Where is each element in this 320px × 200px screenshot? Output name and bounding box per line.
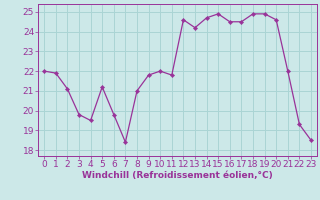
X-axis label: Windchill (Refroidissement éolien,°C): Windchill (Refroidissement éolien,°C)	[82, 171, 273, 180]
